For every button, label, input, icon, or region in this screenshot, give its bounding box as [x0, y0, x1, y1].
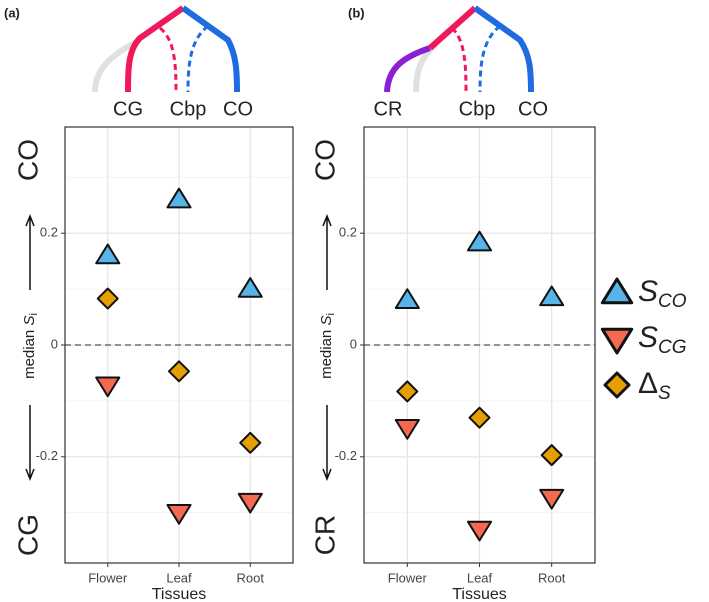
legend-marker — [603, 371, 631, 399]
marker — [394, 419, 420, 440]
tree-label: CO — [223, 98, 253, 120]
panel-label: (a) — [4, 5, 20, 20]
y-axis-title: median Si — [21, 313, 40, 379]
y-axis-title-var: S — [318, 316, 335, 326]
marker — [466, 230, 493, 252]
marker — [95, 243, 121, 265]
up-arrow — [322, 213, 332, 290]
marker — [96, 287, 119, 310]
legend-name: S — [638, 321, 658, 354]
marker — [539, 488, 565, 510]
tree-label: CR — [374, 98, 403, 120]
y-tick-label: 0 — [51, 336, 58, 351]
y-tick-label: 0.2 — [40, 225, 58, 240]
panel-label: (b) — [348, 5, 365, 20]
x-tick-label: Root — [538, 570, 566, 585]
down-arrow — [322, 405, 332, 482]
x-tick-label: Leaf — [166, 570, 192, 585]
tree-label: Cbp — [170, 98, 207, 120]
legend-name: S — [638, 275, 658, 308]
marker — [239, 431, 262, 454]
y-axis-title-text: median — [21, 326, 38, 379]
x-tick-label: Leaf — [467, 570, 493, 585]
top-label: CO — [309, 139, 340, 181]
legend-subscript: S — [658, 383, 671, 404]
tree-label: CG — [113, 98, 143, 120]
tree-label: CO — [518, 98, 548, 120]
x-tick-label: Root — [237, 570, 265, 585]
marker — [468, 406, 491, 429]
bottom-label: CG — [12, 514, 43, 556]
down-arrow — [25, 405, 35, 482]
marker — [237, 277, 263, 298]
y-axis-title-var: S — [21, 316, 38, 326]
marker — [237, 492, 263, 514]
tree-a — [92, 5, 240, 93]
legend-subscript: CG — [658, 337, 687, 358]
legend-subscript: CO — [658, 291, 687, 312]
y-tick-label: -0.2 — [335, 448, 357, 463]
marker — [466, 520, 493, 542]
marker — [95, 376, 121, 398]
legend-marker — [600, 327, 634, 355]
up-arrow — [25, 213, 35, 290]
y-axis-title: median Si — [318, 313, 337, 379]
x-axis-title: Tissues — [152, 586, 207, 602]
y-axis-title-sub: i — [28, 313, 40, 315]
tree-label: Cbp — [459, 98, 496, 120]
x-tick-label: Flower — [388, 570, 428, 585]
marker — [166, 187, 192, 209]
bottom-label: CR — [309, 515, 340, 555]
marker — [540, 444, 563, 467]
tree-b — [384, 5, 534, 93]
y-tick-label: -0.2 — [36, 448, 58, 463]
y-axis-title-sub: i — [325, 313, 337, 315]
marker — [539, 285, 565, 307]
top-label: CO — [12, 139, 43, 181]
marker — [396, 380, 419, 403]
x-axis-title: Tissues — [452, 586, 507, 602]
x-tick-label: Flower — [88, 570, 128, 585]
marker — [394, 288, 420, 309]
legend-label: SCO — [638, 275, 687, 312]
y-tick-label: 0 — [350, 336, 357, 351]
legend-marker — [600, 277, 634, 305]
legend-label: ΔS — [638, 367, 671, 404]
y-axis-title-text: median — [318, 326, 335, 379]
marker — [166, 503, 192, 525]
marker — [168, 360, 190, 383]
legend-label: SCG — [638, 321, 687, 358]
legend-name: Δ — [638, 367, 658, 400]
y-tick-label: 0.2 — [339, 225, 357, 240]
